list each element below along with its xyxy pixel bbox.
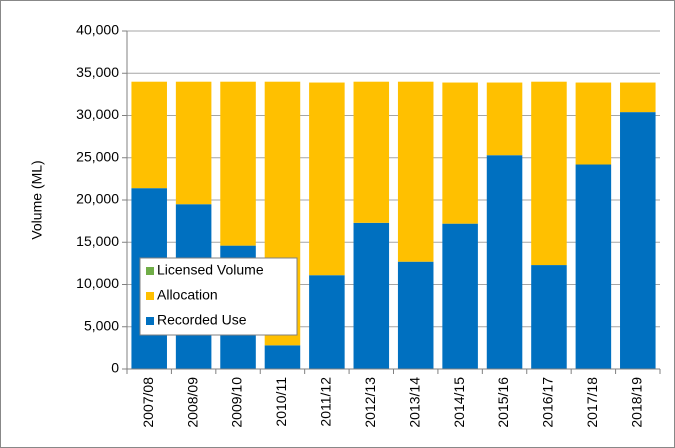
x-tick-label: 2018/19 bbox=[628, 377, 644, 428]
x-tick-label: 2015/16 bbox=[495, 377, 511, 428]
bar-segment bbox=[397, 81, 434, 262]
bar-segment bbox=[486, 155, 523, 369]
bar-segment bbox=[353, 222, 390, 369]
x-tick-label: 2016/17 bbox=[540, 377, 556, 428]
y-axis-label: Volume (ML) bbox=[29, 160, 45, 239]
x-tick-label: 2007/08 bbox=[140, 377, 156, 428]
bar-segment bbox=[220, 81, 256, 246]
legend-label: Licensed Volume bbox=[157, 262, 264, 278]
x-tick-label: 2009/10 bbox=[229, 377, 245, 428]
legend-swatch bbox=[146, 317, 154, 325]
bar-segment bbox=[531, 81, 567, 266]
bar-segment bbox=[620, 112, 656, 370]
y-tick-label: 20,000 bbox=[76, 191, 119, 207]
legend-label: Recorded Use bbox=[157, 312, 247, 328]
bar-segment bbox=[486, 82, 523, 156]
bar-segment bbox=[131, 81, 167, 189]
x-tick-label: 2013/14 bbox=[406, 377, 422, 428]
bar-segment bbox=[575, 164, 612, 369]
y-tick-label: 10,000 bbox=[76, 275, 119, 291]
bar-segment bbox=[442, 223, 478, 369]
legend-swatch bbox=[146, 267, 154, 275]
legend-swatch bbox=[146, 292, 154, 300]
y-tick-label: 35,000 bbox=[76, 64, 119, 80]
bar-segment bbox=[309, 275, 345, 369]
bar-segment bbox=[175, 81, 212, 205]
bar-segment bbox=[353, 81, 390, 223]
bar-segment bbox=[531, 265, 567, 369]
y-tick-label: 15,000 bbox=[76, 233, 119, 249]
bar-segment bbox=[264, 345, 301, 369]
x-tick-label: 2011/12 bbox=[318, 377, 334, 427]
legend-box bbox=[139, 257, 298, 336]
y-tick-label: 25,000 bbox=[76, 148, 119, 164]
bar-segment bbox=[575, 82, 612, 165]
x-tick-label: 2010/11 bbox=[273, 377, 289, 427]
bar-segment bbox=[620, 82, 656, 113]
bar-segment bbox=[309, 82, 345, 276]
y-tick-label: 30,000 bbox=[76, 106, 119, 122]
y-tick-label: 5,000 bbox=[84, 317, 119, 333]
x-tick-label: 2012/13 bbox=[362, 377, 378, 428]
bar-segment bbox=[442, 82, 478, 224]
x-tick-label: 2014/15 bbox=[451, 377, 467, 428]
legend-label: Allocation bbox=[157, 287, 218, 303]
x-tick-label: 2008/09 bbox=[184, 377, 200, 428]
y-tick-label: 0 bbox=[111, 360, 119, 376]
y-tick-label: 40,000 bbox=[76, 22, 119, 38]
bar-segment bbox=[397, 261, 434, 369]
x-tick-label: 2017/18 bbox=[584, 377, 600, 428]
